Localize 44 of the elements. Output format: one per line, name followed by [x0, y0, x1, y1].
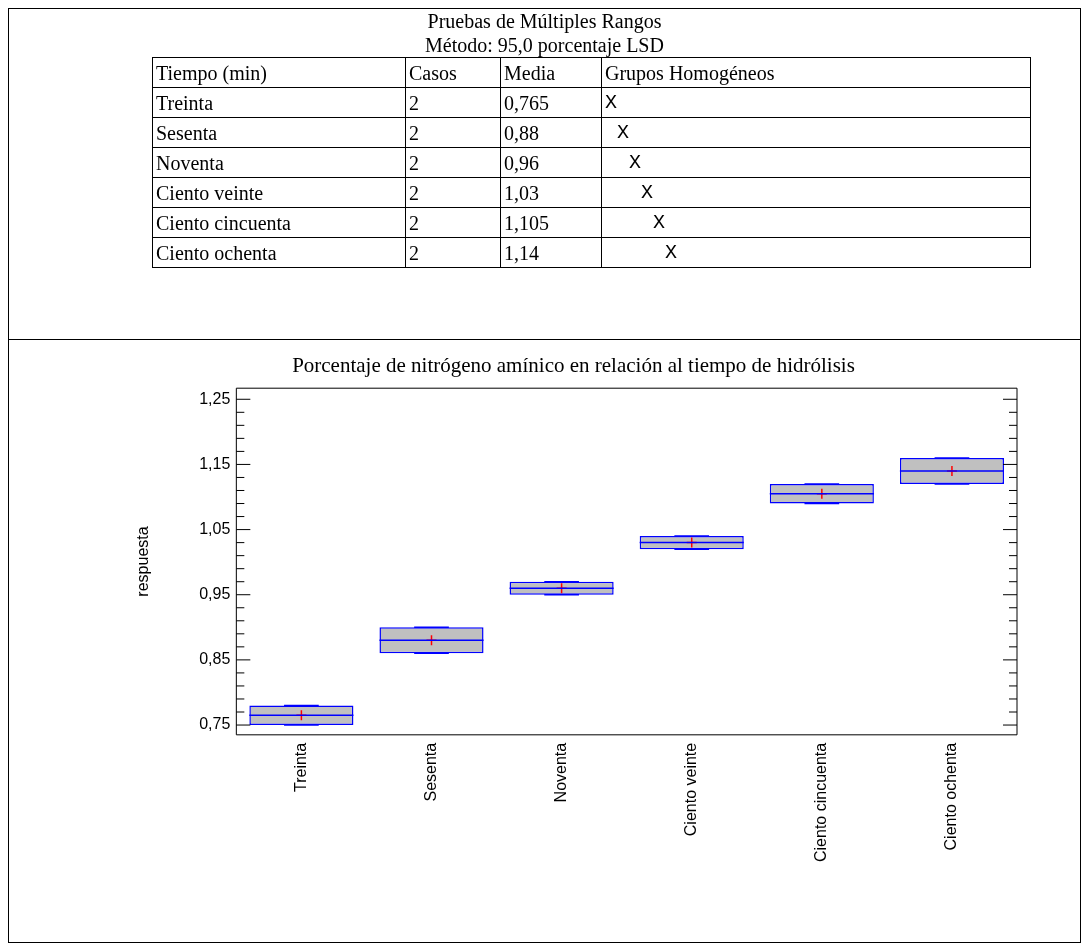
- text: 1,105: [500, 207, 602, 238]
- text: 1,14: [500, 237, 602, 268]
- text: X: [601, 87, 1031, 118]
- text: Treinta: [152, 87, 406, 118]
- x-tick-label: Noventa: [552, 742, 570, 803]
- y-tick-label: 0,95: [199, 585, 231, 603]
- text: Media: [500, 57, 602, 88]
- x-tick-label: Treinta: [291, 742, 309, 793]
- text: X: [601, 177, 1031, 208]
- x-tick-label: Ciento cincuenta: [812, 742, 830, 862]
- text: 2: [405, 177, 501, 208]
- text: X: [601, 117, 1031, 148]
- text: Grupos Homogéneos: [601, 57, 1031, 88]
- text: Ciento ochenta: [152, 237, 406, 268]
- text: 0,765: [500, 87, 602, 118]
- text: 2: [405, 87, 501, 118]
- text: 2: [405, 237, 501, 268]
- y-axis-title: respuesta: [134, 526, 152, 597]
- x-tick-label: Ciento veinte: [682, 742, 700, 837]
- y-tick-label: 1,25: [199, 389, 231, 407]
- chart-title: Porcentaje de nitrógeno amínico en relación al tiempo de hidrólisis: [292, 353, 855, 378]
- text: 2: [405, 147, 501, 178]
- y-tick-label: 1,15: [199, 454, 231, 472]
- y-tick-label: 1,05: [199, 519, 231, 537]
- text: Método: 95,0 porcentaje LSD: [424, 33, 665, 57]
- text: Pruebas de Múltiples Rangos: [426, 9, 663, 33]
- text: Noventa: [152, 147, 406, 178]
- x-tick-label: Sesenta: [421, 742, 439, 802]
- y-tick-label: 0,75: [199, 715, 231, 733]
- text: Tiempo (min): [152, 57, 406, 88]
- text: Ciento cincuenta: [152, 207, 406, 238]
- text: 0,88: [500, 117, 602, 148]
- y-tick-label: 0,85: [199, 650, 231, 668]
- text: X: [601, 207, 1031, 238]
- text: X: [601, 147, 1031, 178]
- text: 2: [405, 207, 501, 238]
- text: Sesenta: [152, 117, 406, 148]
- text: 0,96: [500, 147, 602, 178]
- text: X: [601, 237, 1031, 268]
- x-tick-label: Ciento ochenta: [942, 742, 960, 851]
- text: 1,03: [500, 177, 602, 208]
- text: 2: [405, 117, 501, 148]
- text: Casos: [405, 57, 501, 88]
- text: Ciento veinte: [152, 177, 406, 208]
